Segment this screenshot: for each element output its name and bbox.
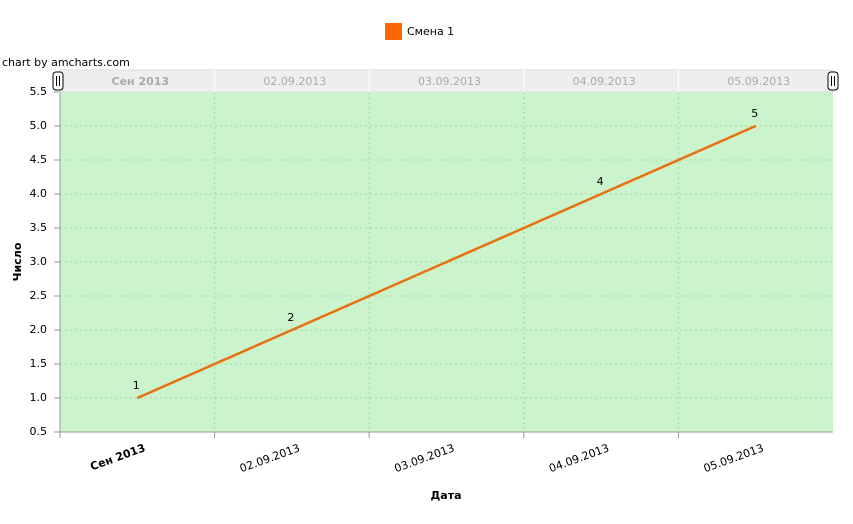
data-label: 4 <box>597 175 604 188</box>
x-tick-label: 02.09.2013 <box>238 441 302 475</box>
scrollbar-handle[interactable] <box>827 71 839 91</box>
scrollbar-label: Сен 2013 <box>112 75 170 88</box>
y-tick-label: 2.0 <box>30 323 48 336</box>
data-label: 5 <box>751 107 758 120</box>
x-axis-title: Дата <box>430 489 461 502</box>
series-line <box>136 124 757 400</box>
y-axis-title: Число <box>11 242 24 281</box>
x-tick-label: 03.09.2013 <box>393 441 457 475</box>
legend-label: Смена 1 <box>407 25 454 38</box>
scrollbar-handle[interactable] <box>52 71 64 91</box>
y-tick-label: 1.5 <box>30 357 48 370</box>
y-tick-label: 2.5 <box>30 289 48 302</box>
data-label: 1 <box>133 379 140 392</box>
scrollbar-label: 03.09.2013 <box>418 75 481 88</box>
scrollbar-label: 02.09.2013 <box>263 75 326 88</box>
scrollbar-label: 04.09.2013 <box>573 75 636 88</box>
y-tick-label: 1.0 <box>30 391 48 404</box>
y-tick-label: 4.0 <box>30 187 48 200</box>
y-tick-label: 4.5 <box>30 153 48 166</box>
y-tick-label: 3.0 <box>30 255 48 268</box>
x-tick-label: 04.09.2013 <box>547 441 611 475</box>
legend-swatch <box>385 23 402 40</box>
y-tick-label: 0.5 <box>30 425 48 438</box>
x-tick-label: 05.09.2013 <box>702 441 766 475</box>
scrollbar-label: 05.09.2013 <box>727 75 790 88</box>
credit: chart by amcharts.com <box>2 56 130 69</box>
y-tick-label: 5.5 <box>30 85 48 98</box>
x-tick-label: Сен 2013 <box>89 441 148 473</box>
y-tick-label: 3.5 <box>30 221 48 234</box>
data-label: 2 <box>287 311 294 324</box>
y-tick-label: 5.0 <box>30 119 48 132</box>
